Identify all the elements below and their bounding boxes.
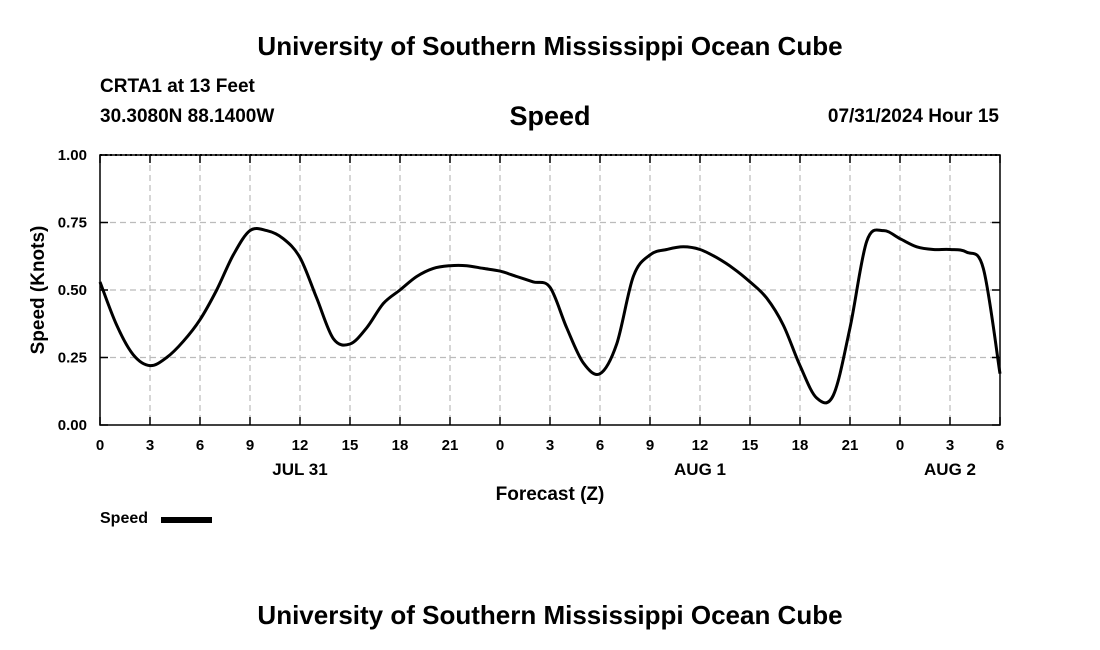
x-tick-label: 6 xyxy=(596,437,604,454)
footer-title: University of Southern Mississippi Ocean… xyxy=(257,600,843,630)
page-title: University of Southern Mississippi Ocean… xyxy=(257,31,843,61)
x-tick-label: 0 xyxy=(896,437,904,454)
station-label: CRTA1 at 13 Feet xyxy=(100,76,255,97)
x-tick-label: 0 xyxy=(96,437,104,454)
x-tick-label: 6 xyxy=(196,437,204,454)
x-tick-label: 3 xyxy=(546,437,554,454)
y-tick-labels: 0.00 0.25 0.50 0.75 1.00 xyxy=(58,147,87,434)
x-tick-label: 21 xyxy=(842,437,859,454)
y-tick-label: 0.50 xyxy=(58,282,87,299)
x-tick-label: 15 xyxy=(742,437,759,454)
legend-swatch-speed xyxy=(161,517,212,523)
x-tick-label: 3 xyxy=(946,437,954,454)
x-tick-label: 3 xyxy=(146,437,154,454)
x-tick-label: 9 xyxy=(246,437,254,454)
date-label: JUL 31 xyxy=(272,460,327,479)
date-label: AUG 1 xyxy=(674,460,726,479)
x-tick-label: 21 xyxy=(442,437,459,454)
x-tick-label: 18 xyxy=(792,437,809,454)
date-labels: JUL 31 AUG 1 AUG 2 xyxy=(272,460,976,479)
y-tick-label: 0.25 xyxy=(58,350,87,367)
timestamp-label: 07/31/2024 Hour 15 xyxy=(827,106,999,127)
coordinates-label: 30.3080N 88.1400W xyxy=(100,106,275,127)
x-tick-label: 15 xyxy=(342,437,359,454)
y-tick-label: 0.75 xyxy=(58,215,87,232)
x-tick-label: 9 xyxy=(646,437,654,454)
series-line-speed xyxy=(98,226,1002,405)
legend-label-speed: Speed xyxy=(100,510,149,527)
x-tick-labels: 0 3 6 9 12 15 18 21 0 3 6 9 12 15 18 21 0 3 6 xyxy=(96,437,1004,454)
y-tick-label: 0.00 xyxy=(58,417,87,434)
chart-title: Speed xyxy=(509,101,591,131)
chart-grid xyxy=(100,155,1000,425)
x-tick-label: 6 xyxy=(996,437,1004,454)
x-tick-label: 12 xyxy=(292,437,309,454)
x-tick-label: 0 xyxy=(496,437,504,454)
x-tick-label: 12 xyxy=(692,437,709,454)
y-axis-label: Speed (Knots) xyxy=(28,226,49,355)
x-axis-label: Forecast (Z) xyxy=(496,484,605,505)
x-tick-label: 18 xyxy=(392,437,409,454)
y-tick-label: 1.00 xyxy=(58,147,87,164)
date-label: AUG 2 xyxy=(924,460,976,479)
